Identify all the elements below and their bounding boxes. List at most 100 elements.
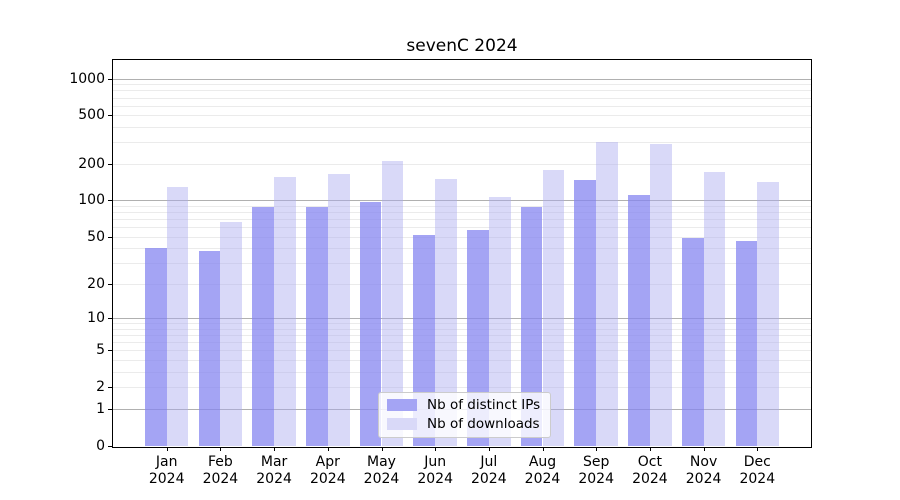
bar-downloads-sep: [596, 142, 618, 446]
y-tick-label-2: 2: [96, 379, 105, 396]
bar-downloads-nov: [703, 172, 726, 446]
legend-item-downloads: Nb of downloads: [387, 416, 540, 432]
y-tick-1: [108, 408, 112, 410]
y-tick-2: [108, 387, 112, 389]
x-tick-jan: [166, 447, 168, 451]
y-tick-100: [108, 200, 112, 202]
minor-gridline-3: [113, 371, 811, 373]
y-tick-label-200: 200: [78, 155, 105, 172]
x-tick-label-oct: Oct 2024: [632, 454, 668, 487]
x-tick-jun: [435, 447, 437, 451]
legend-label-distinct-ips: Nb of distinct IPs: [427, 397, 541, 413]
minor-gridline-50: [113, 236, 811, 238]
y-tick-label-10: 10: [87, 310, 105, 327]
x-tick-label-mar: Mar 2024: [256, 454, 292, 487]
legend-label-downloads: Nb of downloads: [427, 416, 540, 432]
minor-gridline-4: [113, 360, 811, 361]
bar-ips-jul: [467, 229, 489, 446]
y-tick-label-100: 100: [78, 192, 105, 209]
y-tick-label-50: 50: [87, 228, 105, 245]
x-tick-apr: [327, 447, 329, 451]
x-tick-label-apr: Apr 2024: [309, 454, 346, 487]
minor-gridline-20: [113, 283, 811, 285]
x-tick-dec: [757, 447, 759, 451]
major-gridline-10: [113, 318, 811, 320]
x-tick-may: [381, 447, 383, 451]
minor-gridline-60: [113, 227, 811, 229]
minor-gridline-9: [113, 323, 811, 325]
x-tick-sep: [596, 447, 598, 451]
bar-ips-nov: [681, 237, 704, 446]
minor-gridline-900: [113, 84, 811, 86]
minor-gridline-600: [113, 105, 811, 107]
x-tick-label-jan: Jan 2024: [148, 454, 185, 487]
x-tick-jul: [488, 447, 490, 451]
x-tick-label-feb: Feb 2024: [202, 454, 239, 487]
minor-gridline-2: [113, 387, 811, 389]
bar-ips-mar: [252, 207, 275, 446]
y-tick-500: [108, 115, 112, 117]
minor-gridline-90: [113, 205, 811, 207]
x-tick-feb: [220, 447, 222, 451]
bar-ips-oct: [628, 195, 650, 446]
x-tick-label-aug: Aug 2024: [524, 454, 561, 487]
bar-ips-may: [359, 202, 382, 446]
bar-ips-feb: [198, 250, 221, 446]
bar-ips-dec: [735, 241, 758, 446]
major-gridline-1000: [113, 78, 811, 80]
bar-downloads-feb: [220, 222, 243, 446]
legend-item-distinct-ips: Nb of distinct IPs: [387, 397, 540, 413]
legend: Nb of distinct IPs Nb of downloads: [378, 392, 552, 438]
y-tick-label-20: 20: [87, 275, 105, 292]
minor-gridline-800: [113, 90, 811, 92]
minor-gridline-30: [113, 263, 811, 265]
y-tick-1000: [108, 78, 112, 80]
minor-gridline-7: [113, 335, 811, 337]
minor-gridline-500: [113, 115, 811, 117]
bar-ips-jan: [144, 248, 167, 446]
y-tick-label-5: 5: [96, 342, 105, 359]
y-tick-label-1000: 1000: [69, 70, 105, 87]
x-tick-label-dec: Dec 2024: [739, 454, 776, 487]
x-tick-label-may: May 2024: [363, 454, 400, 487]
minor-gridline-300: [113, 142, 811, 144]
y-tick-label-0: 0: [96, 437, 105, 454]
minor-gridline-6: [113, 342, 811, 344]
minor-gridline-8: [113, 328, 811, 330]
bar-downloads-apr: [327, 174, 350, 446]
major-gridline-100: [113, 200, 811, 202]
y-tick-label-1: 1: [96, 400, 105, 417]
minor-gridline-40: [113, 248, 811, 250]
bar-downloads-aug: [542, 170, 565, 446]
bar-ips-aug: [520, 206, 543, 446]
bar-ips-apr: [306, 207, 328, 446]
bar-downloads-jan: [166, 186, 189, 446]
bar-downloads-oct: [649, 144, 672, 446]
y-tick-0: [108, 445, 112, 447]
x-tick-label-sep: Sep 2024: [578, 454, 614, 487]
y-tick-label-500: 500: [78, 107, 105, 124]
bar-downloads-mar: [274, 176, 296, 446]
legend-swatch-distinct-ips: [387, 399, 417, 411]
minor-gridline-200: [113, 163, 811, 165]
chart-title: sevenC 2024: [406, 36, 518, 56]
bar-ips-sep: [574, 180, 597, 446]
x-tick-mar: [274, 447, 276, 451]
y-tick-50: [108, 236, 112, 238]
minor-gridline-700: [113, 97, 811, 99]
x-tick-aug: [542, 447, 544, 451]
x-tick-oct: [649, 447, 651, 451]
minor-gridline-80: [113, 212, 811, 214]
bar-downloads-jun: [435, 179, 457, 446]
minor-gridline-400: [113, 127, 811, 129]
y-tick-5: [108, 350, 112, 352]
bar-downloads-jul: [488, 197, 511, 446]
minor-gridline-5: [113, 350, 811, 352]
bar-downloads-may: [381, 160, 404, 446]
x-tick-label-jun: Jun 2024: [417, 454, 453, 487]
legend-swatch-downloads: [387, 418, 417, 430]
x-tick-label-jul: Jul 2024: [470, 454, 507, 487]
